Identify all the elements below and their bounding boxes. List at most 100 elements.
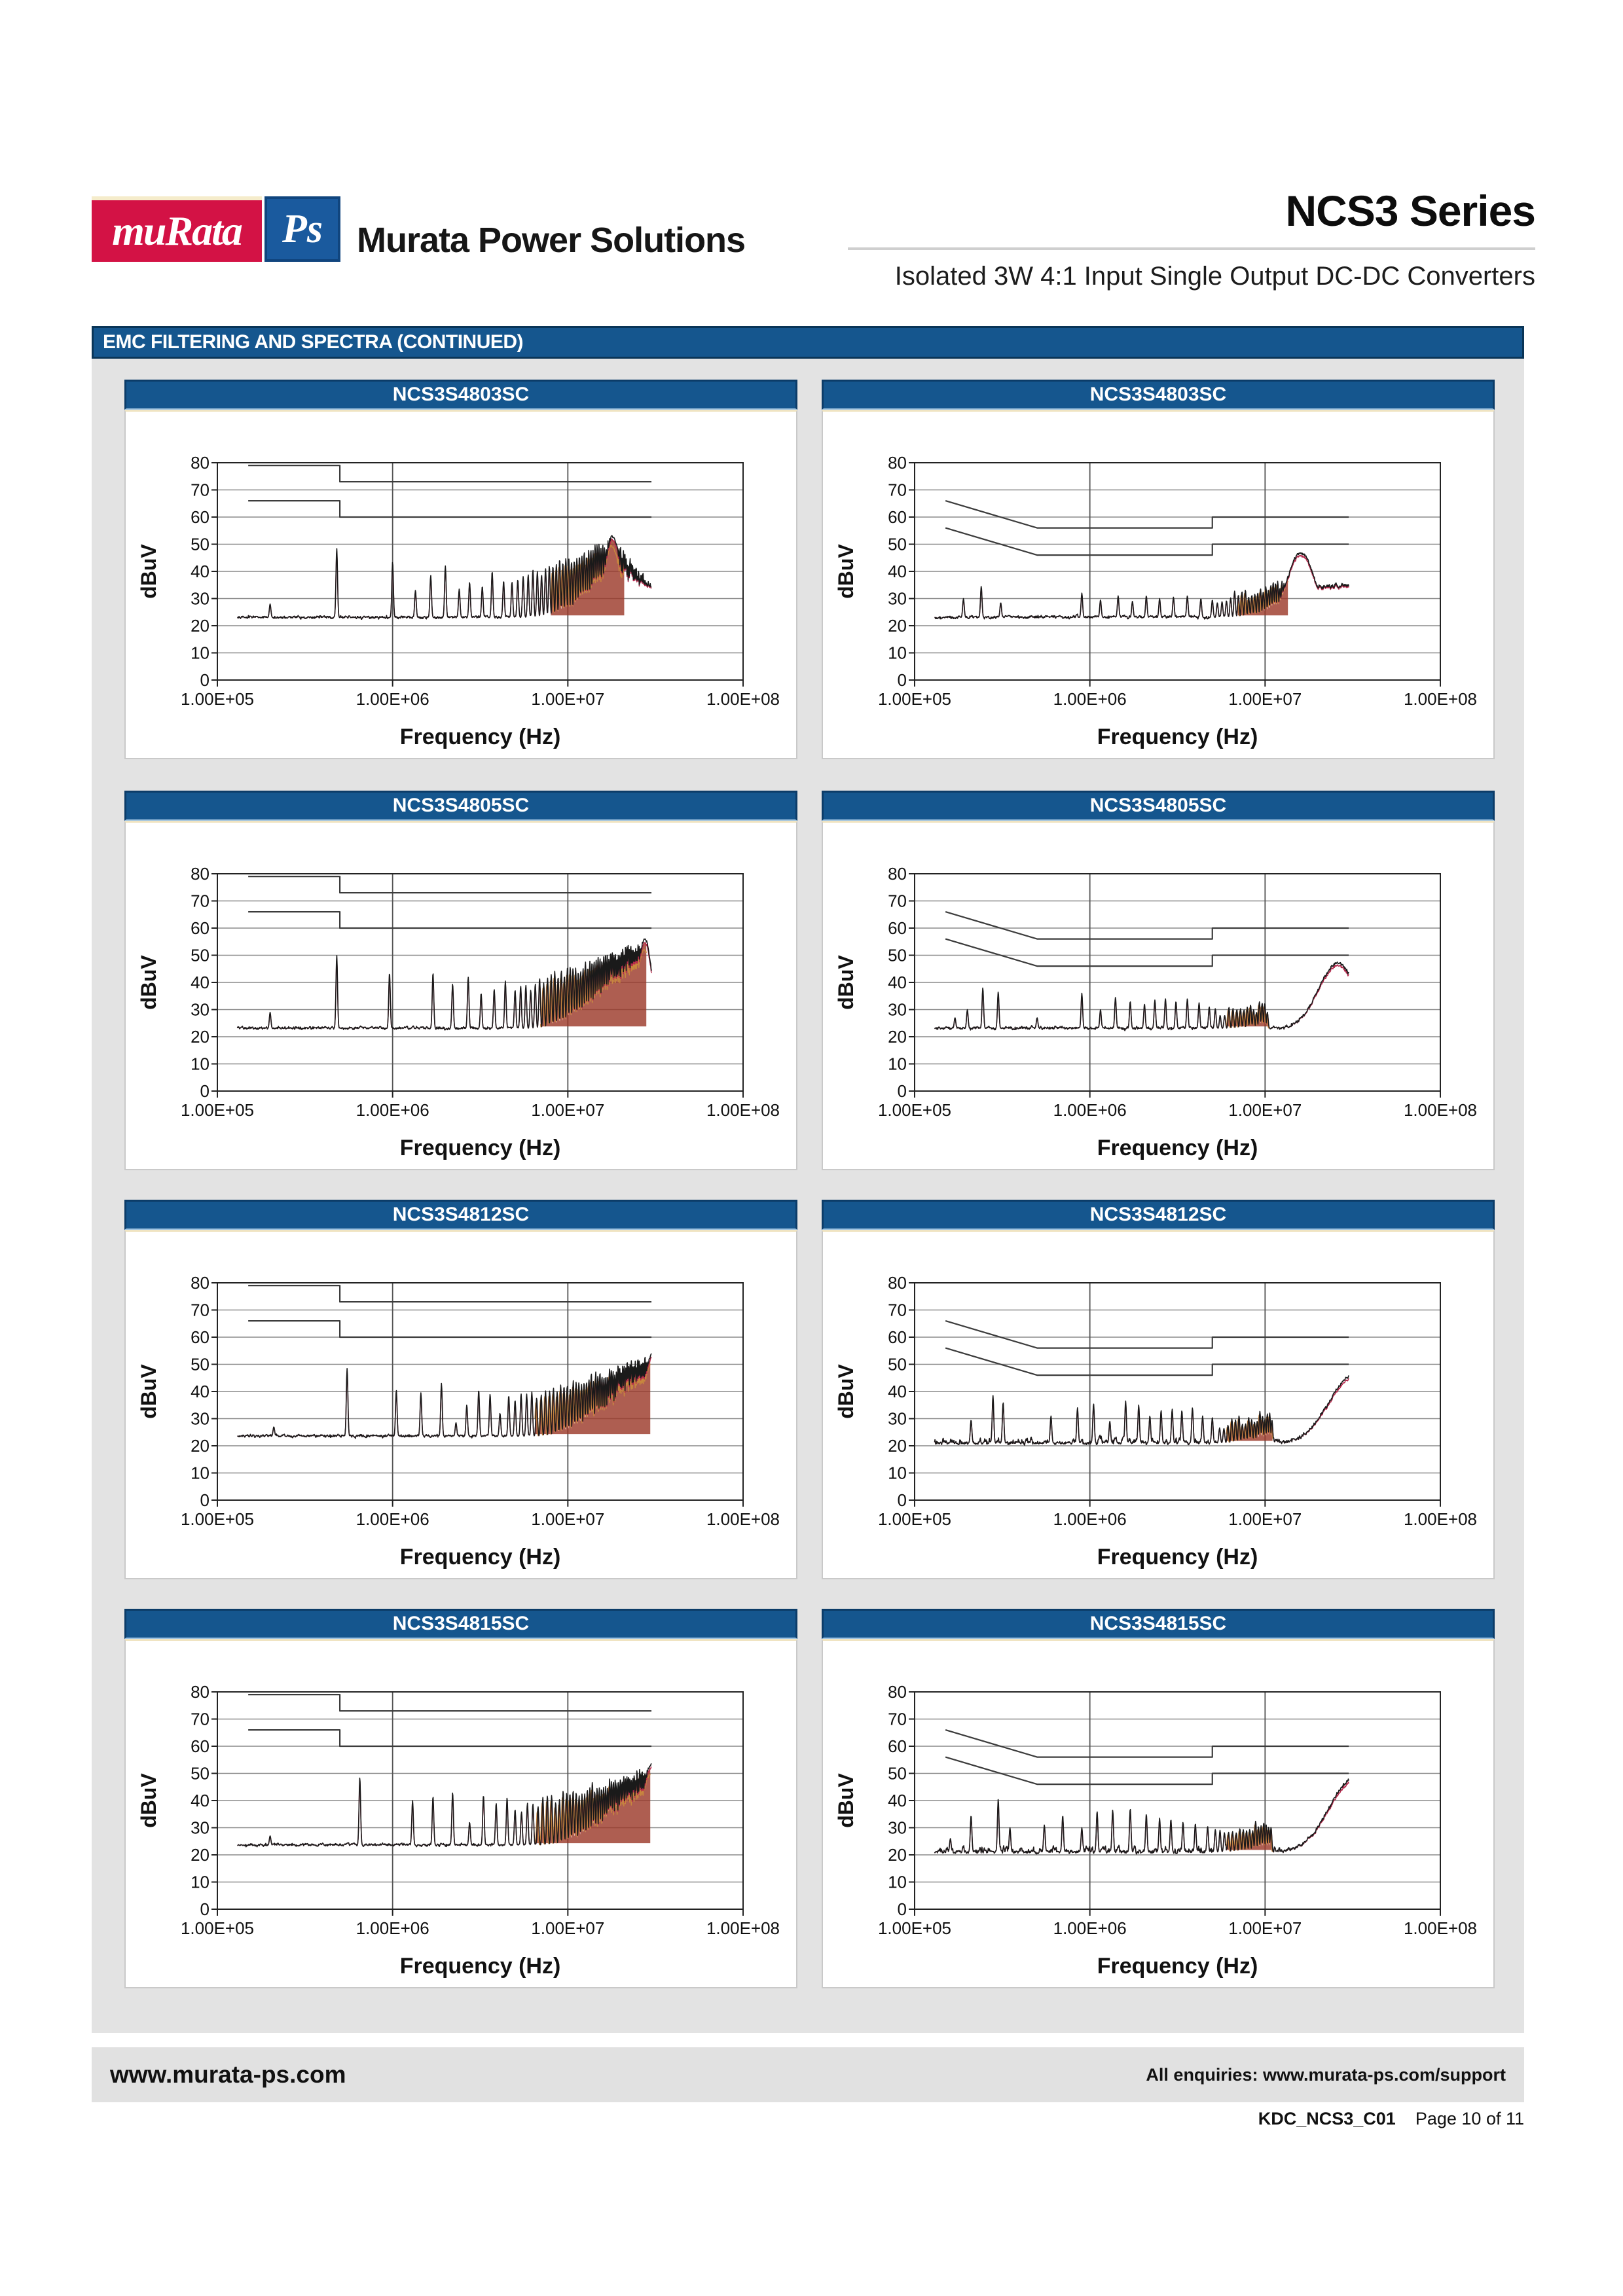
svg-text:50: 50 <box>191 535 210 554</box>
ps-logo: Ps <box>264 196 340 262</box>
svg-text:20: 20 <box>191 616 210 636</box>
svg-text:1.00E+07: 1.00E+07 <box>1228 1509 1302 1529</box>
chart-title: NCS3S4815SC <box>822 1609 1495 1639</box>
svg-text:40: 40 <box>888 1791 907 1810</box>
svg-text:30: 30 <box>888 1409 907 1429</box>
svg-text:dBuV: dBuV <box>137 544 160 599</box>
emc-spectrum-chart: 1.00E+05 1.00E+06 1.00E+07 1.00E+08 0 10 20 30 4… <box>137 1682 780 1979</box>
svg-text:0: 0 <box>898 1081 907 1101</box>
svg-text:1.00E+05: 1.00E+05 <box>181 1509 254 1529</box>
svg-text:Frequency (Hz): Frequency (Hz) <box>400 1136 561 1160</box>
chart-title: NCS3S4805SC <box>124 791 797 821</box>
svg-text:50: 50 <box>191 946 210 965</box>
svg-text:70: 70 <box>888 891 907 911</box>
svg-text:dBuV: dBuV <box>834 955 858 1010</box>
svg-text:dBuV: dBuV <box>137 1773 160 1828</box>
svg-text:1.00E+06: 1.00E+06 <box>356 689 429 709</box>
chart-title: NCS3S4803SC <box>124 380 797 410</box>
svg-text:1.00E+08: 1.00E+08 <box>1404 689 1477 709</box>
svg-text:80: 80 <box>191 453 210 473</box>
series-title: NCS3 Series <box>1285 187 1536 235</box>
chart-body: 1.00E+05 1.00E+06 1.00E+07 1.00E+08 0 10 20 30 4… <box>124 821 797 1170</box>
svg-text:dBuV: dBuV <box>137 955 160 1010</box>
section-banner: EMC FILTERING AND SPECTRA (CONTINUED) <box>92 326 1524 359</box>
chart-title: NCS3S4803SC <box>822 380 1495 410</box>
murata-logo: muRata <box>92 196 262 262</box>
svg-text:60: 60 <box>888 918 907 938</box>
chart-body: 1.00E+05 1.00E+06 1.00E+07 1.00E+08 0 10 20 30 4… <box>822 821 1495 1170</box>
emc-section: EMC FILTERING AND SPECTRA (CONTINUED) NC… <box>92 326 1524 2033</box>
svg-text:1.00E+06: 1.00E+06 <box>1053 1509 1127 1529</box>
svg-text:70: 70 <box>191 891 210 911</box>
svg-text:70: 70 <box>888 1710 907 1729</box>
svg-text:1.00E+05: 1.00E+05 <box>878 1918 951 1938</box>
emc-spectrum-chart: 1.00E+05 1.00E+06 1.00E+07 1.00E+08 0 10 20 30 4… <box>834 864 1477 1160</box>
svg-text:50: 50 <box>888 1355 907 1374</box>
svg-text:40: 40 <box>888 562 907 581</box>
svg-text:10: 10 <box>191 1463 210 1483</box>
footer-site-link[interactable]: www.murata-ps.com <box>110 2061 346 2088</box>
svg-text:0: 0 <box>200 670 210 690</box>
chart-panel: NCS3S4815SC 1.00E+05 1.00E+06 1.00E+07 1.00… <box>124 1609 797 1988</box>
svg-text:1.00E+07: 1.00E+07 <box>531 1918 604 1938</box>
svg-text:0: 0 <box>898 1490 907 1510</box>
svg-text:1.00E+05: 1.00E+05 <box>878 1509 951 1529</box>
svg-text:70: 70 <box>191 1710 210 1729</box>
svg-text:Frequency (Hz): Frequency (Hz) <box>1097 1545 1258 1570</box>
svg-text:Frequency (Hz): Frequency (Hz) <box>1097 1136 1258 1160</box>
chart-panel: NCS3S4805SC 1.00E+05 1.00E+06 1.00E+07 1.00… <box>822 791 1495 1170</box>
emc-spectrum-chart: 1.00E+05 1.00E+06 1.00E+07 1.00E+08 0 10 20 30 4… <box>834 1682 1477 1979</box>
svg-text:40: 40 <box>191 973 210 992</box>
svg-text:10: 10 <box>888 1873 907 1892</box>
svg-text:1.00E+08: 1.00E+08 <box>706 1918 780 1938</box>
svg-text:30: 30 <box>191 589 210 609</box>
chart-panel: NCS3S4812SC 1.00E+05 1.00E+06 1.00E+07 1.00… <box>124 1200 797 1579</box>
chart-title: NCS3S4815SC <box>124 1609 797 1639</box>
footer-enquiries-link[interactable]: All enquiries: www.murata-ps.com/support <box>1146 2064 1506 2085</box>
emc-spectrum-chart: 1.00E+05 1.00E+06 1.00E+07 1.00E+08 0 10 20 30 4… <box>137 1273 780 1570</box>
chart-panel: NCS3S4812SC 1.00E+05 1.00E+06 1.00E+07 1.00… <box>822 1200 1495 1579</box>
svg-text:70: 70 <box>888 480 907 500</box>
svg-text:1.00E+06: 1.00E+06 <box>1053 1918 1127 1938</box>
svg-text:10: 10 <box>888 643 907 663</box>
svg-text:50: 50 <box>888 1764 907 1784</box>
svg-text:40: 40 <box>191 1791 210 1810</box>
emc-spectrum-chart: 1.00E+05 1.00E+06 1.00E+07 1.00E+08 0 10 20 30 4… <box>137 864 780 1160</box>
svg-text:1.00E+05: 1.00E+05 <box>181 1100 254 1120</box>
ps-logo-text: Ps <box>282 206 323 251</box>
svg-text:Frequency (Hz): Frequency (Hz) <box>1097 725 1258 749</box>
header-divider <box>848 247 1535 250</box>
svg-text:50: 50 <box>888 535 907 554</box>
svg-text:30: 30 <box>191 1409 210 1429</box>
svg-text:0: 0 <box>200 1490 210 1510</box>
chart-body: 1.00E+05 1.00E+06 1.00E+07 1.00E+08 0 10 20 30 4… <box>124 410 797 759</box>
svg-text:dBuV: dBuV <box>137 1364 160 1419</box>
doc-reference: KDC_NCS3_C01 Page 10 of 11 <box>1258 2109 1524 2129</box>
svg-text:1.00E+05: 1.00E+05 <box>181 1918 254 1938</box>
svg-text:20: 20 <box>191 1027 210 1047</box>
svg-text:40: 40 <box>888 973 907 992</box>
chart-title: NCS3S4805SC <box>822 791 1495 821</box>
chart-title: NCS3S4812SC <box>124 1200 797 1230</box>
svg-text:60: 60 <box>191 1736 210 1756</box>
svg-text:1.00E+07: 1.00E+07 <box>531 689 604 709</box>
svg-text:0: 0 <box>200 1081 210 1101</box>
svg-text:1.00E+05: 1.00E+05 <box>878 1100 951 1120</box>
svg-text:1.00E+08: 1.00E+08 <box>706 689 780 709</box>
doc-code: KDC_NCS3_C01 <box>1258 2109 1396 2128</box>
svg-text:1.00E+06: 1.00E+06 <box>356 1918 429 1938</box>
svg-text:70: 70 <box>191 1300 210 1320</box>
svg-text:20: 20 <box>888 1845 907 1865</box>
svg-text:80: 80 <box>191 1273 210 1293</box>
svg-text:0: 0 <box>898 670 907 690</box>
svg-text:80: 80 <box>191 1682 210 1702</box>
svg-text:80: 80 <box>191 864 210 884</box>
svg-text:10: 10 <box>888 1054 907 1074</box>
svg-text:1.00E+06: 1.00E+06 <box>356 1100 429 1120</box>
svg-text:dBuV: dBuV <box>834 1364 858 1419</box>
svg-text:1.00E+05: 1.00E+05 <box>181 689 254 709</box>
svg-text:40: 40 <box>888 1382 907 1401</box>
series-subtitle: Isolated 3W 4:1 Input Single Output DC-D… <box>894 262 1535 291</box>
footer-bar: www.murata-ps.com All enquiries: www.mur… <box>92 2047 1524 2102</box>
svg-text:50: 50 <box>191 1355 210 1374</box>
